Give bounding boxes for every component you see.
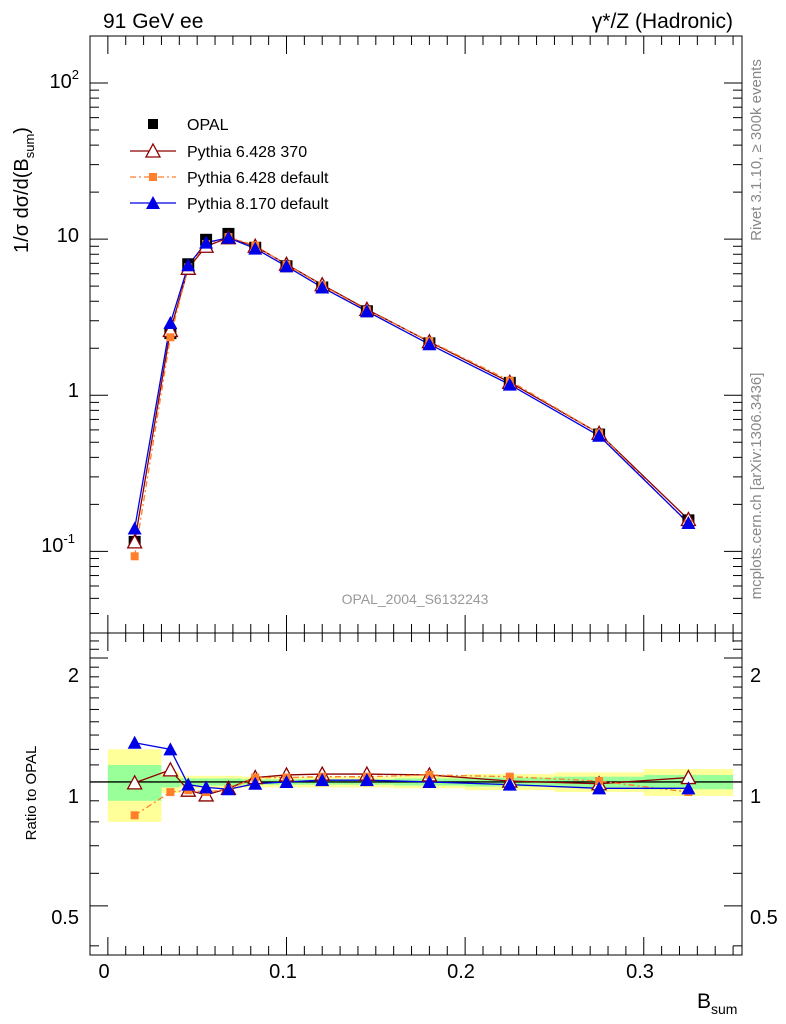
header-left: 91 GeV ee — [103, 10, 203, 33]
upper-point-2 — [130, 552, 139, 561]
ratio-point-2 — [166, 788, 175, 797]
xtick-label-0.2: 0.2 — [447, 961, 475, 983]
ratio-point-3 — [502, 777, 517, 791]
svg-text:1/σ dσ/d(Bsum): 1/σ dσ/d(Bsum) — [11, 127, 37, 253]
ratio-point-1 — [126, 774, 143, 790]
ratio-point-1 — [162, 761, 179, 777]
axis-ticks — [90, 35, 742, 955]
upper-point-3 — [502, 377, 517, 391]
upper-point-3 — [181, 258, 196, 272]
upper-point-3 — [127, 521, 142, 535]
upper-point-3 — [422, 337, 437, 351]
ratio-point-2 — [130, 811, 139, 820]
ratio-point-3 — [199, 780, 214, 794]
ratio-point-3 — [221, 782, 236, 796]
ytick-0.1-exp: -1 — [63, 531, 75, 546]
ratio-point-2 — [595, 777, 604, 786]
watermark: OPAL_2004_S6132243 — [342, 591, 489, 607]
upper-point-3 — [681, 515, 696, 529]
lower-ytick-right-1: 1 — [750, 786, 761, 808]
legend-label-py6-default: Pythia 6.428 default — [187, 170, 329, 187]
ytick-label-0.1: 10-1 — [41, 531, 75, 557]
upper-point-3 — [248, 241, 263, 255]
ratio-point-3 — [181, 777, 196, 791]
ytick-label-10: 10 — [57, 225, 79, 247]
lower-plot-frame — [89, 632, 743, 956]
upper-point-3 — [279, 259, 294, 273]
ratio-point-3 — [127, 735, 142, 749]
ytick-100-exp: 2 — [72, 67, 79, 82]
upper-point-1 — [126, 533, 143, 549]
upper-line-3 — [134, 237, 689, 529]
ratio-point-3 — [681, 781, 696, 795]
upper-line-2 — [134, 236, 689, 557]
ytick-0.1-base: 10 — [41, 535, 63, 557]
upper-ylabel-end: ) — [11, 127, 33, 134]
xtick-label-0.3: 0.3 — [626, 961, 654, 983]
ratio-point-3 — [248, 776, 263, 790]
upper-point-3 — [221, 230, 236, 244]
ratio-point-3 — [315, 773, 330, 787]
upper-point-3 — [315, 280, 330, 294]
xtick-label-0.1: 0.1 — [269, 961, 297, 983]
upper-point-2 — [166, 333, 175, 342]
lower-ytick-right-2: 2 — [750, 665, 761, 687]
legend: OPAL Pythia 6.428 370 Pythia 6.428 defau… — [130, 117, 329, 213]
upper-point-3 — [359, 304, 374, 318]
ytick-label-100: 102 — [50, 67, 79, 93]
series-lines — [126, 227, 697, 820]
rivet-label: Rivet 3.1.10, ≥ 300k events — [748, 59, 765, 241]
xlabel-main: B — [697, 990, 711, 1013]
legend-marker-py8 — [146, 196, 160, 209]
ratio-point-3 — [592, 781, 607, 795]
legend-label-py6-370: Pythia 6.428 370 — [187, 144, 307, 161]
legend-marker-py6-default — [149, 173, 157, 181]
lower-ytick-left-1: 1 — [68, 786, 79, 808]
upper-point-3 — [199, 235, 214, 249]
legend-marker-opal — [148, 119, 158, 129]
ratio-point-2 — [425, 770, 434, 779]
source-label: mcplots.cern.ch [arXiv:1306.3436] — [748, 373, 765, 600]
legend-marker-py6-370 — [144, 142, 162, 158]
ytick-100-base: 10 — [50, 71, 72, 93]
lower-ytick-right-0.5: 0.5 — [750, 907, 778, 929]
upper-ylabel-sub: sum — [22, 134, 37, 159]
legend-label-opal: OPAL — [187, 117, 229, 134]
upper-point-3 — [592, 428, 607, 442]
xtick-label-0: 0 — [98, 961, 109, 983]
lower-ylabel: Ratio to OPAL — [23, 746, 40, 841]
ratio-point-3 — [359, 773, 374, 787]
upper-point-3 — [163, 316, 178, 330]
ratio-point-3 — [163, 742, 178, 756]
ratio-point-3 — [279, 774, 294, 788]
xlabel-sub: sum — [711, 1001, 737, 1017]
ratio-point-2 — [505, 772, 514, 781]
ytick-label-1: 1 — [68, 380, 79, 402]
upper-ylabel: 1/σ dσ/d(Bsum) — [11, 127, 37, 253]
upper-ylabel-main: 1/σ dσ/d(B — [11, 158, 33, 253]
xlabel: Bsum — [697, 990, 737, 1017]
lower-ytick-left-2: 2 — [68, 665, 79, 687]
header-right: γ*/Z (Hadronic) — [592, 10, 733, 33]
legend-label-py8: Pythia 8.170 default — [187, 196, 329, 213]
ratio-point-3 — [422, 774, 437, 788]
upper-line-1 — [134, 237, 689, 542]
lower-ytick-left-0.5: 0.5 — [51, 907, 79, 929]
